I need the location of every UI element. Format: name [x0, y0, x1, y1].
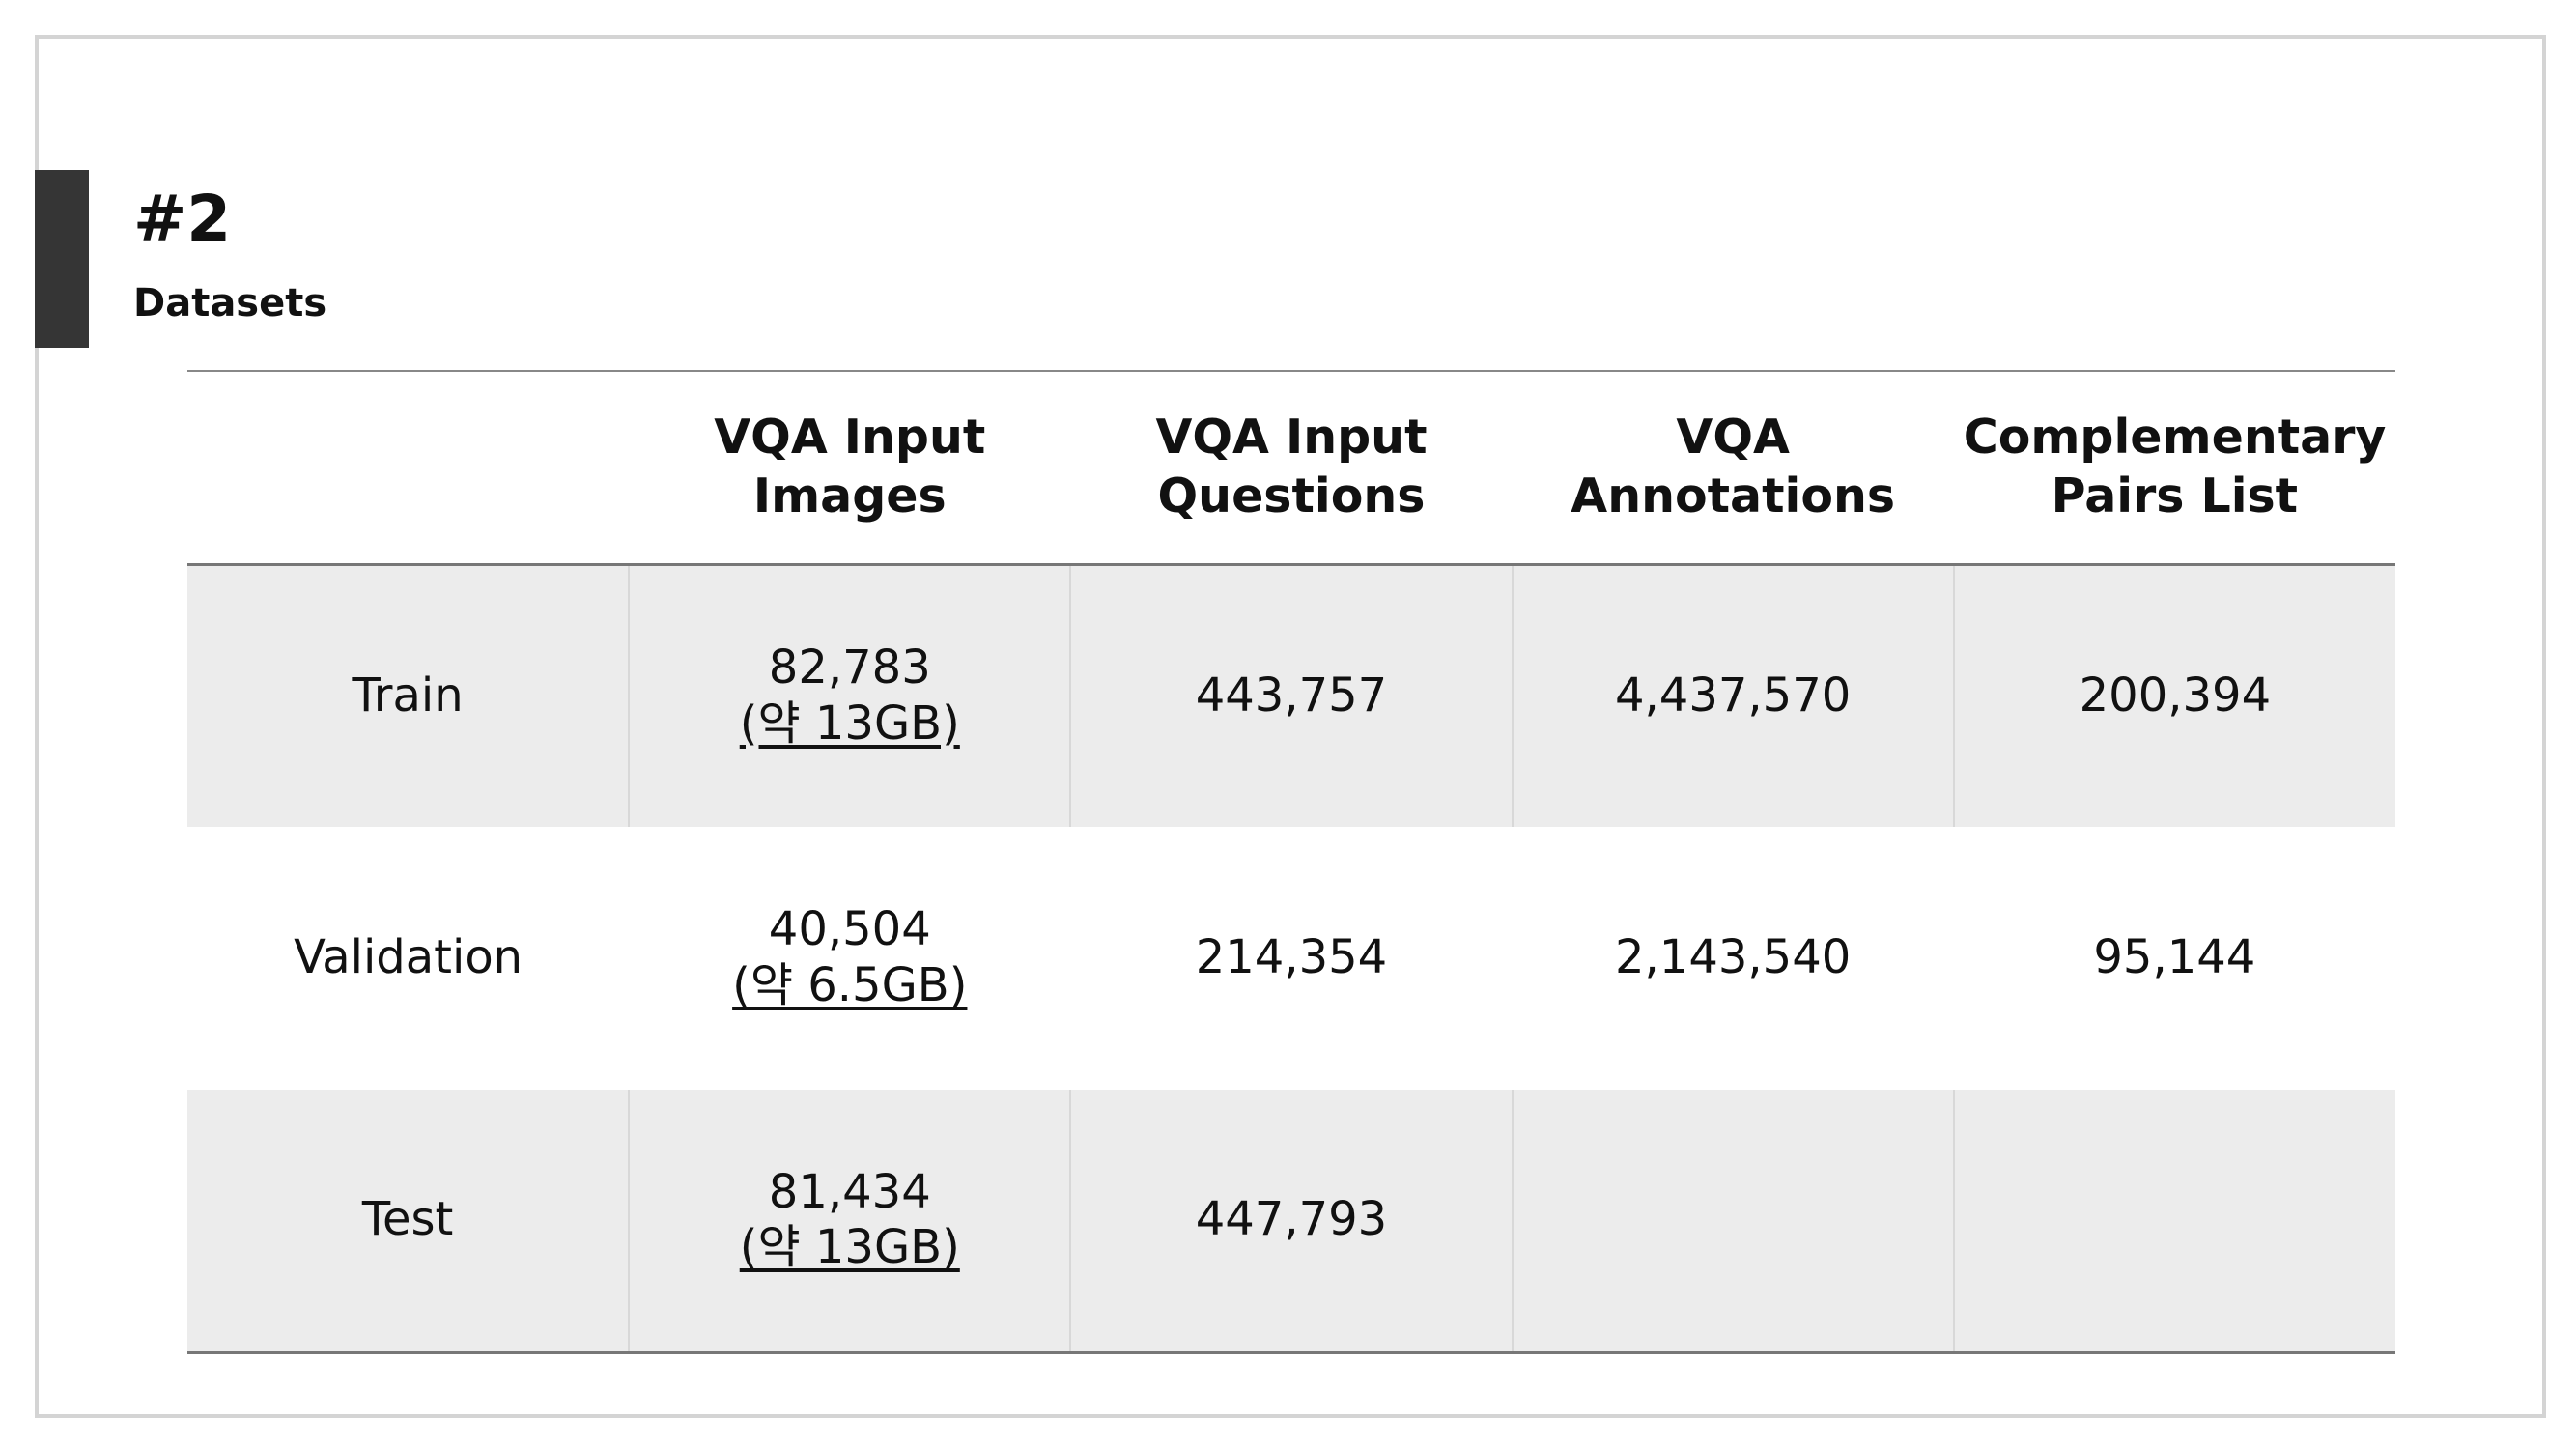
table-row-train: Train 82,783 (약 13GB) 443,757 4,437,570 …	[187, 564, 2395, 827]
cell-complementary-pairs: 200,394	[1952, 564, 2395, 827]
header-annotations: VQA Annotations	[1571, 410, 1896, 524]
header-input-questions: VQA Input Questions	[1155, 410, 1428, 524]
images-count: 81,434	[768, 1164, 931, 1219]
cell-input-images: 82,783 (약 13GB)	[628, 564, 1071, 827]
cell-input-questions: 443,757	[1069, 564, 1513, 827]
cell-annotations	[1511, 1090, 1954, 1352]
cell-split: Train	[187, 564, 630, 827]
table-body: Train 82,783 (약 13GB) 443,757 4,437,570 …	[187, 564, 2395, 1352]
cell-annotations: 2,143,540	[1512, 827, 1954, 1090]
header-row: VQA Input Images VQA Input Questions VQA…	[187, 371, 2395, 564]
section-number: #2	[133, 182, 232, 256]
cell-complementary-pairs: 95,144	[1953, 827, 2395, 1090]
cell-complementary-pairs	[1952, 1090, 2395, 1352]
header-split	[187, 371, 629, 564]
cell-annotations: 4,437,570	[1511, 564, 1954, 827]
images-count: 82,783	[768, 640, 931, 696]
table-header: VQA Input Images VQA Input Questions VQA…	[187, 371, 2395, 564]
table-row-validation: Validation 40,504 (약 6.5GB) 214,354 2,14…	[187, 827, 2395, 1090]
header-input-images: VQA Input Images	[714, 410, 986, 524]
section-accent-bar	[35, 170, 89, 348]
cell-split: Validation	[187, 827, 630, 1090]
images-size-link[interactable]: (약 6.5GB)	[732, 958, 968, 1012]
cell-input-questions: 447,793	[1069, 1090, 1513, 1352]
images-size-link[interactable]: (약 13GB)	[739, 1220, 960, 1275]
cell-input-questions: 214,354	[1070, 827, 1513, 1090]
cell-input-images: 81,434 (약 13GB)	[628, 1090, 1071, 1352]
datasets-table-container: VQA Input Images VQA Input Questions VQA…	[187, 370, 2395, 1354]
section-title: Datasets	[133, 281, 327, 326]
images-count: 40,504	[768, 902, 931, 957]
images-size-link[interactable]: (약 13GB)	[739, 696, 960, 751]
header-complementary-pairs: Complementary Pairs List	[1963, 410, 2387, 524]
table-row-test: Test 81,434 (약 13GB) 447,793	[187, 1090, 2395, 1352]
datasets-table: VQA Input Images VQA Input Questions VQA…	[187, 370, 2395, 1354]
cell-split: Test	[187, 1090, 630, 1352]
cell-input-images: 40,504 (약 6.5GB)	[629, 827, 1071, 1090]
